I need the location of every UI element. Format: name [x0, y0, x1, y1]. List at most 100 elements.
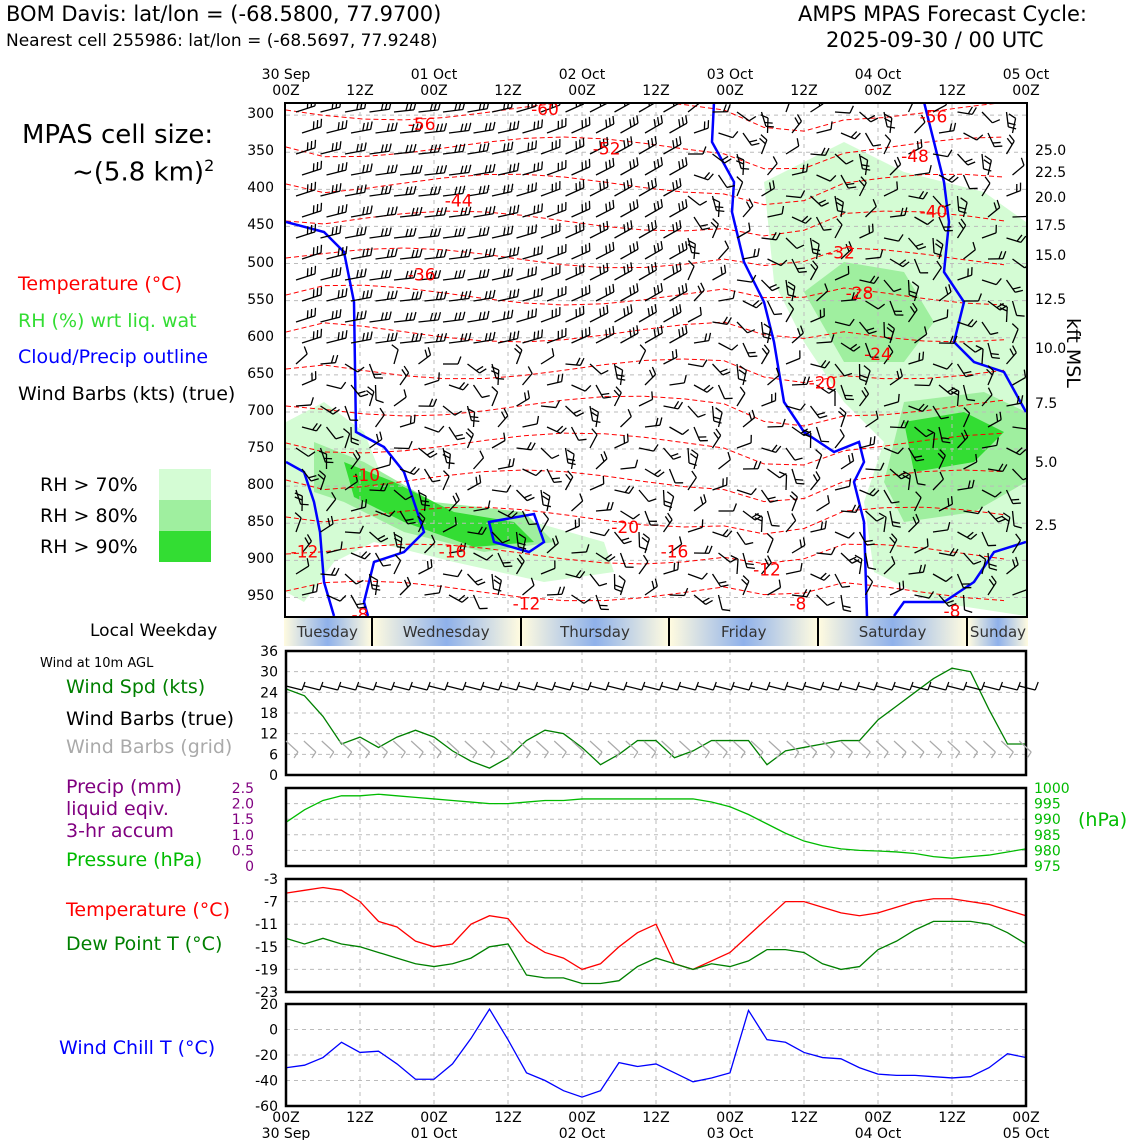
wind-barb-feather — [551, 538, 556, 547]
wind-barb-feather — [566, 449, 575, 455]
wind-barb-feather — [341, 289, 344, 298]
wind-barb-feather — [945, 575, 953, 583]
precip-label-1: Precip (mm) — [66, 776, 182, 798]
wind-barb-feather — [972, 241, 976, 250]
wind-barb-feather — [1001, 516, 1010, 522]
wind-barb-feather — [503, 185, 506, 194]
temperature-label: -12 — [291, 542, 319, 562]
wind-barb-feather — [1012, 502, 1021, 505]
wind-barb-feather — [975, 453, 978, 463]
wind-barb-feather — [766, 533, 774, 540]
wind-barb-feather — [614, 588, 623, 593]
sfc-wind-barb — [893, 685, 911, 691]
wind-barb-feather — [736, 176, 744, 183]
wind-barb — [638, 104, 655, 113]
wind-barb-feather — [575, 570, 582, 578]
wind-barb-feather — [761, 347, 768, 355]
wind-barb-feather — [656, 116, 660, 126]
sfc-wind-barb-feather — [444, 681, 449, 691]
wind-barb-feather — [821, 202, 829, 207]
wind-barb-feather — [455, 492, 460, 501]
wind-barb-feather — [632, 243, 636, 252]
wind-barb — [932, 478, 944, 491]
wind-barb-feather — [673, 456, 682, 460]
wind-barb-feather — [624, 104, 626, 107]
wind-barb — [344, 573, 357, 585]
wind-barb-feather — [866, 543, 875, 546]
wind-barb — [767, 163, 778, 176]
wind-barb-feather — [892, 525, 901, 528]
wind-barb — [1005, 111, 1009, 127]
wind-barb-feather — [726, 530, 733, 538]
wind-barb-feather — [535, 104, 537, 107]
wind-barb-feather — [464, 291, 468, 300]
wind-barb — [834, 195, 839, 211]
wind-barb — [687, 477, 697, 491]
wind-barb — [889, 510, 894, 526]
wind-barb-feather — [967, 319, 974, 327]
wind-barb — [301, 468, 312, 482]
wind-barb — [564, 476, 574, 491]
wind-barb — [638, 311, 657, 323]
wind-barb-feather — [464, 333, 468, 342]
wind-barb-feather — [704, 333, 708, 342]
wind-barb-feather — [339, 225, 342, 234]
wind-barb — [693, 426, 701, 442]
wind-barb-feather — [787, 281, 796, 287]
wind-barb-feather — [678, 329, 681, 338]
wind-barb-feather — [478, 312, 482, 321]
wind-barb-feather — [454, 433, 463, 437]
wind-barb-feather — [984, 155, 992, 161]
top-axis-date: 04 Oct — [854, 67, 902, 83]
rh-region — [904, 412, 1004, 472]
wind-barb-feather — [366, 290, 369, 299]
wind-barb-feather — [602, 138, 605, 147]
wind-barb-feather — [512, 331, 516, 340]
precip-tick-label: 2.0 — [232, 797, 254, 813]
panel-border — [284, 649, 1028, 777]
temperature-contour — [286, 580, 1005, 602]
wind-barb — [840, 299, 856, 302]
y-tick-label: -7 — [264, 895, 278, 911]
wind-barb — [350, 456, 361, 470]
temperature-contour — [286, 210, 1005, 237]
sfc-wind-barb — [589, 685, 607, 691]
wind-barb-feather — [724, 240, 730, 249]
wind-barb-feather — [749, 355, 758, 358]
wind-barb-feather — [1015, 556, 1019, 565]
wind-barb-feather — [334, 354, 339, 363]
wind-barb — [981, 182, 991, 197]
wind-barb-feather — [890, 533, 898, 541]
pressure-tick-label: 350 — [247, 143, 274, 160]
wind-barb-feather — [1008, 134, 1015, 142]
wind-barb-feather — [915, 513, 920, 522]
wind-barb-feather — [403, 389, 407, 398]
wind-barb-feather — [457, 356, 462, 365]
wind-barb — [760, 321, 764, 337]
wind-barb-feather — [748, 198, 754, 206]
wind-barb-feather — [672, 308, 675, 317]
wind-barb-feather — [468, 248, 472, 257]
wind-barb-feather — [1009, 348, 1015, 357]
wind-barb-feather — [386, 123, 390, 132]
wind-barb-feather — [948, 284, 952, 293]
wind-barb-feather — [626, 180, 630, 189]
wind-barb-feather — [599, 104, 602, 107]
wind-barb — [399, 340, 420, 344]
wind-barb — [742, 342, 750, 357]
wind-barb — [736, 442, 752, 449]
wind-barb — [663, 269, 682, 281]
wind-barb-feather — [958, 206, 967, 210]
wind-barb-feather — [458, 228, 462, 237]
wind-barb — [907, 279, 910, 296]
wind-barb-feather — [848, 478, 852, 487]
wind-barb-feather — [915, 491, 922, 498]
wind-barb-feather — [805, 163, 809, 172]
sfc-wind-barb-feather — [372, 681, 378, 691]
wind-barb-feather — [701, 572, 708, 580]
wind-barb-feather — [860, 176, 867, 184]
wind-barb — [668, 468, 676, 484]
wind-barb — [424, 592, 440, 596]
sfc-wind-barb — [947, 685, 964, 691]
wind-barb-feather — [433, 104, 437, 111]
